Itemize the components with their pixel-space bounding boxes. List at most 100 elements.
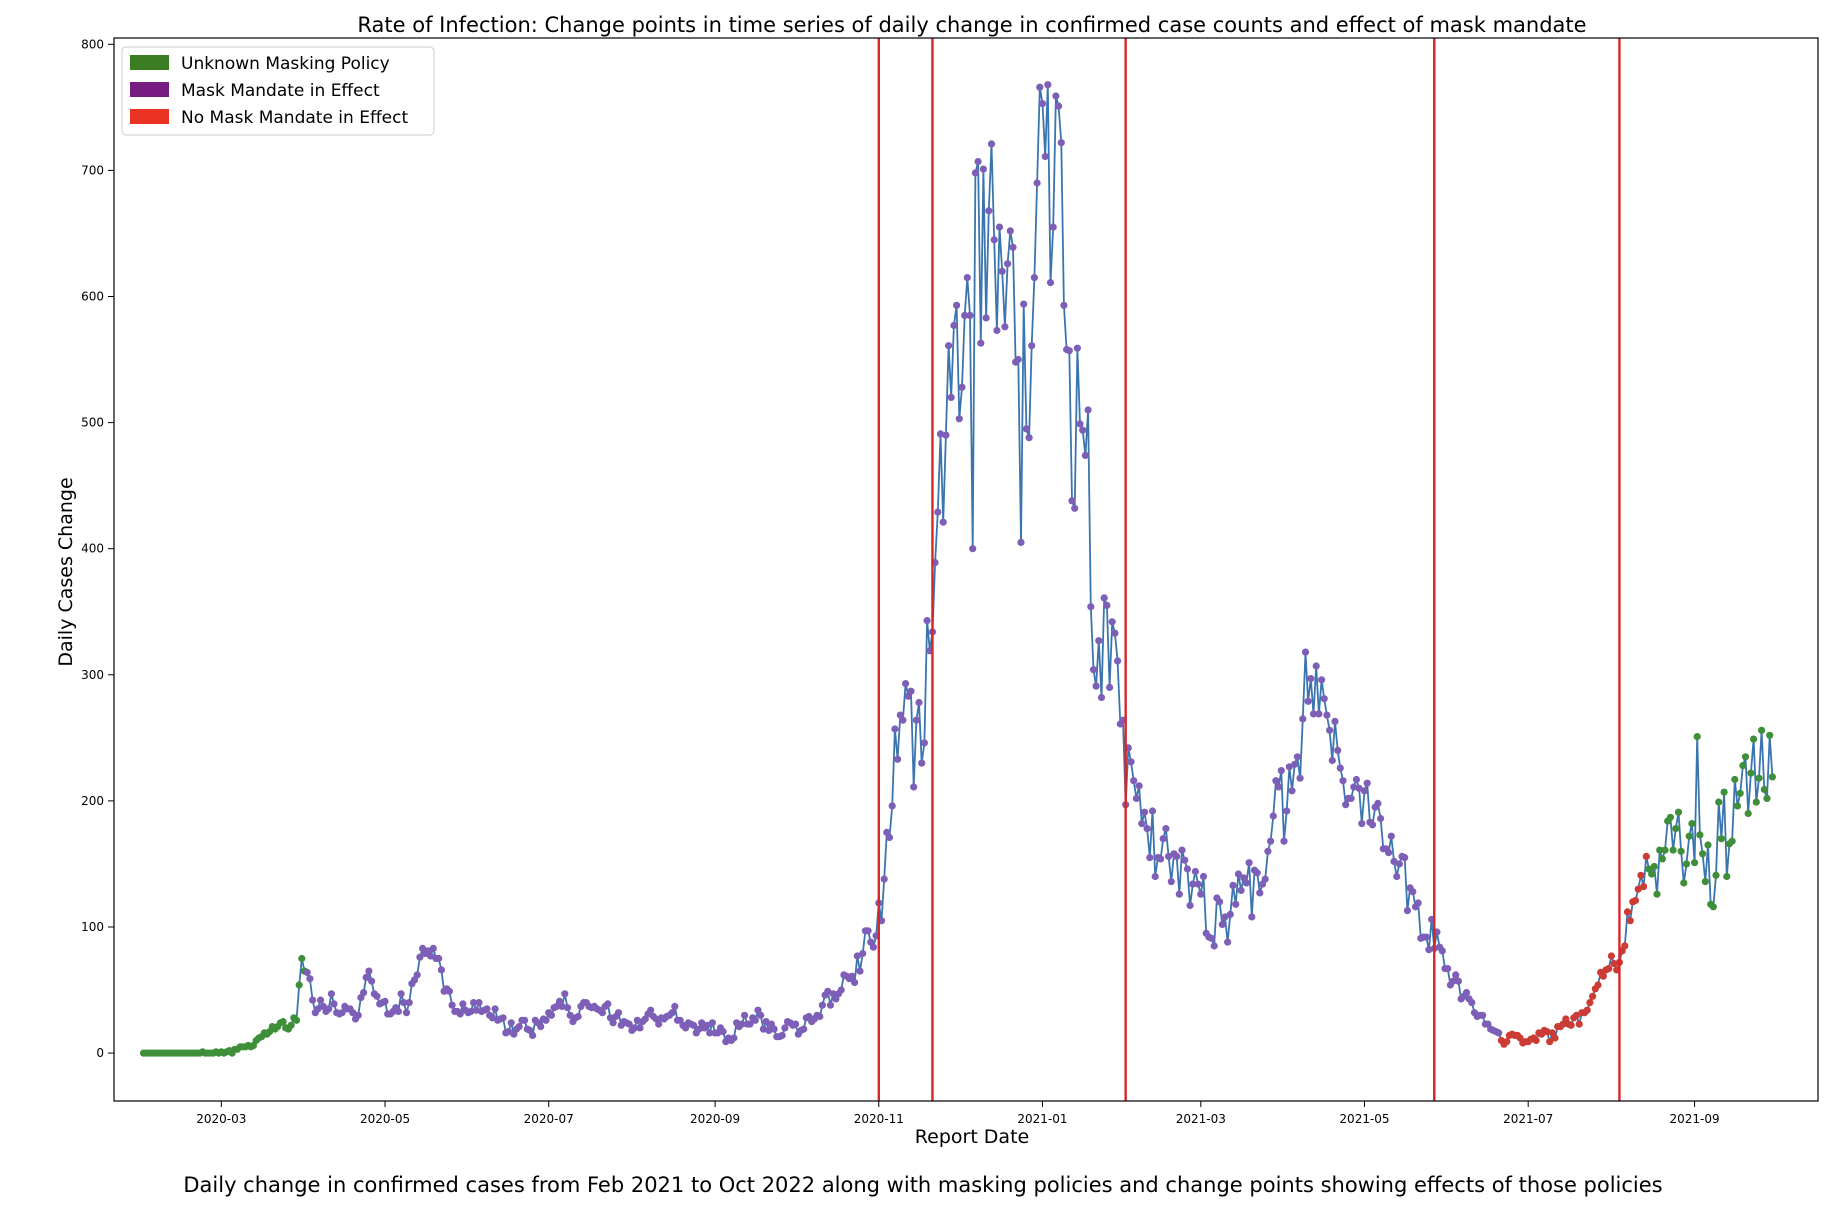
- data-point-mask: [1046, 279, 1055, 287]
- data-point-mask: [746, 1020, 754, 1028]
- data-point-mask: [1339, 777, 1347, 785]
- data-point-mask: [491, 1005, 499, 1013]
- x-axis-label: Report Date: [915, 1126, 1029, 1148]
- data-point-unknown: [295, 981, 303, 989]
- y-tick-label: 500: [81, 416, 104, 430]
- data-point-none: [1623, 908, 1632, 916]
- data-point-mask: [566, 1011, 574, 1019]
- data-point-mask: [1409, 888, 1417, 896]
- data-point-mask: [1049, 223, 1057, 231]
- data-point-mask: [604, 1000, 612, 1008]
- data-point-mask: [1106, 683, 1114, 692]
- data-point-mask: [483, 1005, 491, 1013]
- data-point-mask: [1199, 872, 1208, 881]
- data-point-unknown: [1704, 841, 1712, 849]
- data-point-mask: [1377, 814, 1385, 823]
- data-point-mask: [1095, 637, 1103, 645]
- data-point-mask: [741, 1011, 749, 1019]
- data-point-mask: [448, 1001, 456, 1009]
- data-point-mask: [1414, 899, 1422, 907]
- data-point-mask: [1135, 782, 1143, 790]
- data-point-mask: [792, 1020, 800, 1028]
- data-point-mask: [998, 267, 1006, 275]
- data-point-unknown: [1715, 798, 1723, 806]
- data-point-mask: [918, 759, 926, 767]
- data-point-mask: [1194, 880, 1202, 888]
- data-point-mask: [1309, 710, 1318, 718]
- data-point-mask: [381, 997, 389, 1006]
- data-point-mask: [1181, 856, 1189, 864]
- data-point-mask: [1014, 355, 1022, 364]
- data-point-none: [1631, 896, 1640, 905]
- data-point-mask: [1245, 859, 1253, 867]
- data-point-none: [1634, 885, 1642, 893]
- data-point-mask: [1234, 870, 1242, 878]
- data-point-unknown: [1682, 860, 1691, 868]
- data-point-unknown: [1680, 879, 1688, 887]
- data-point-none: [1621, 942, 1629, 950]
- data-point-mask: [405, 999, 413, 1007]
- data-point-mask: [416, 953, 424, 961]
- data-point-mask: [1301, 648, 1310, 656]
- data-point-mask: [1017, 538, 1025, 547]
- data-point-mask: [429, 944, 437, 953]
- data-point-mask: [668, 1009, 676, 1017]
- data-point-unknown: [1674, 808, 1683, 816]
- data-point-mask: [923, 617, 931, 625]
- data-point-unknown: [1658, 855, 1666, 863]
- data-point-mask: [1157, 855, 1165, 863]
- x-tick-label: 2020-05: [360, 1112, 410, 1126]
- data-point-unknown: [1739, 762, 1747, 770]
- data-point-mask: [647, 1006, 655, 1014]
- data-point-unknown: [1696, 831, 1704, 839]
- data-point-mask: [373, 992, 381, 1000]
- data-point-mask: [537, 1023, 545, 1031]
- data-point-unknown: [1723, 872, 1731, 881]
- data-point-unknown: [1760, 785, 1768, 794]
- data-point-none: [1575, 1020, 1583, 1028]
- data-point-mask: [894, 755, 902, 763]
- data-point-mask: [859, 949, 867, 958]
- data-point-unknown: [1650, 862, 1658, 871]
- data-point-mask: [1165, 852, 1173, 861]
- data-point-mask: [1272, 777, 1280, 785]
- data-point-mask: [1071, 504, 1079, 512]
- data-point-mask: [1210, 942, 1218, 950]
- data-point-mask: [1038, 100, 1047, 108]
- data-point-mask: [816, 1012, 824, 1021]
- legend-label-none: No Mask Mandate in Effect: [181, 108, 408, 128]
- data-point-none: [1503, 1038, 1511, 1046]
- data-point-mask: [910, 783, 918, 791]
- data-point-mask: [869, 943, 878, 951]
- data-point-mask: [864, 927, 872, 935]
- data-point-mask: [719, 1028, 727, 1036]
- data-point-unknown: [1750, 735, 1758, 743]
- data-point-unknown: [1758, 726, 1766, 734]
- data-point-mask: [1452, 971, 1460, 979]
- data-point-mask: [631, 1024, 639, 1032]
- data-point-mask: [1304, 697, 1312, 705]
- data-point-mask: [1323, 711, 1331, 719]
- data-point-mask: [636, 1024, 644, 1032]
- data-point-mask: [459, 1000, 467, 1008]
- data-point-mask: [542, 1016, 550, 1024]
- data-point-mask: [1277, 767, 1285, 775]
- y-tick-label: 200: [81, 794, 104, 808]
- data-point-mask: [475, 999, 483, 1007]
- series-line: [143, 84, 1774, 1055]
- data-point-mask: [625, 1020, 633, 1028]
- data-point-mask: [1100, 594, 1108, 602]
- data-point-unknown: [1744, 809, 1752, 818]
- data-point-mask: [330, 1000, 338, 1008]
- data-point-mask: [800, 1025, 808, 1033]
- legend-label-mask: Mask Mandate in Effect: [181, 81, 380, 101]
- data-point-mask: [325, 1005, 333, 1013]
- data-point-mask: [1385, 849, 1393, 857]
- data-point-mask: [1315, 710, 1323, 718]
- data-point-mask: [1138, 820, 1146, 828]
- data-point-mask: [1092, 682, 1100, 690]
- data-point-none: [1594, 981, 1602, 989]
- data-point-mask: [467, 1007, 475, 1016]
- data-point-mask: [1347, 794, 1355, 803]
- data-point-none: [1637, 871, 1645, 879]
